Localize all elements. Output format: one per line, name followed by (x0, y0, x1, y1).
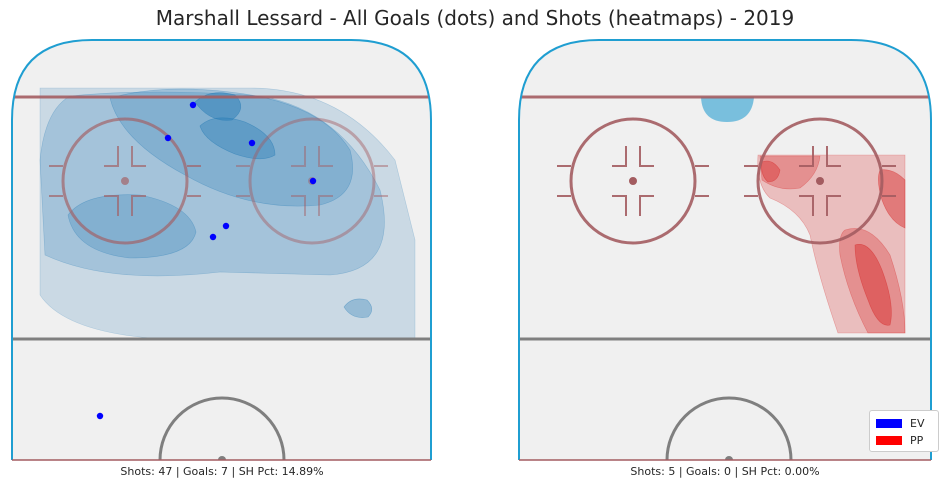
legend-swatch-pp (876, 435, 902, 445)
right-rink-surface (519, 40, 931, 460)
right-heat-level-3 (854, 243, 892, 326)
left-rink (11, 39, 432, 461)
right-heat-top (761, 160, 781, 183)
legend-label-ev: EV (910, 416, 925, 430)
right-heat-edge (878, 169, 906, 229)
left-heat-level-1 (39, 87, 416, 341)
left-heat-level-2 (39, 91, 385, 277)
goal-dot (309, 177, 317, 185)
goal-dot (189, 101, 197, 109)
left-goal-markers (96, 101, 317, 420)
right-center-circle (665, 396, 793, 460)
right-faceoff-circle-2 (744, 117, 896, 245)
left-rink-surface (12, 40, 431, 460)
right-rink (518, 39, 932, 461)
right-crease-blob (701, 97, 754, 122)
goal-dot (96, 412, 104, 420)
left-faceoff-circle-1 (49, 117, 201, 245)
left-center-circle (158, 396, 286, 460)
right-faceoff-circle-1 (557, 117, 709, 245)
legend-item-pp: PP (876, 433, 923, 447)
right-heat-level-2b (839, 228, 906, 334)
left-center-dot (218, 456, 226, 460)
right-caption: Shots: 5 | Goals: 0 | SH Pct: 0.00% (630, 465, 820, 478)
goal-dot (164, 134, 172, 142)
chart-title: Marshall Lessard - All Goals (dots) and … (155, 6, 795, 30)
left-faceoff-circle-2 (236, 117, 388, 245)
left-heat-level-4 (199, 117, 276, 160)
goal-dot (222, 222, 230, 230)
left-boards (11, 39, 432, 460)
goal-dot (248, 139, 256, 147)
left-heat-level-4b (194, 92, 242, 121)
legend: EV PP (869, 410, 939, 452)
right-center-dot (725, 456, 733, 460)
goal-dot (209, 233, 217, 241)
right-shot-heatmap (757, 154, 906, 334)
left-heat-level-3 (109, 88, 353, 207)
legend-swatch-ev (876, 418, 902, 428)
left-caption: Shots: 47 | Goals: 7 | SH Pct: 14.89% (120, 465, 324, 478)
right-heat-level-1 (757, 154, 906, 334)
right-boards (518, 39, 932, 460)
legend-item-ev: EV (876, 416, 924, 430)
left-heat-spot (343, 298, 373, 318)
legend-label-pp: PP (910, 433, 924, 447)
left-shot-heatmap (39, 87, 416, 341)
